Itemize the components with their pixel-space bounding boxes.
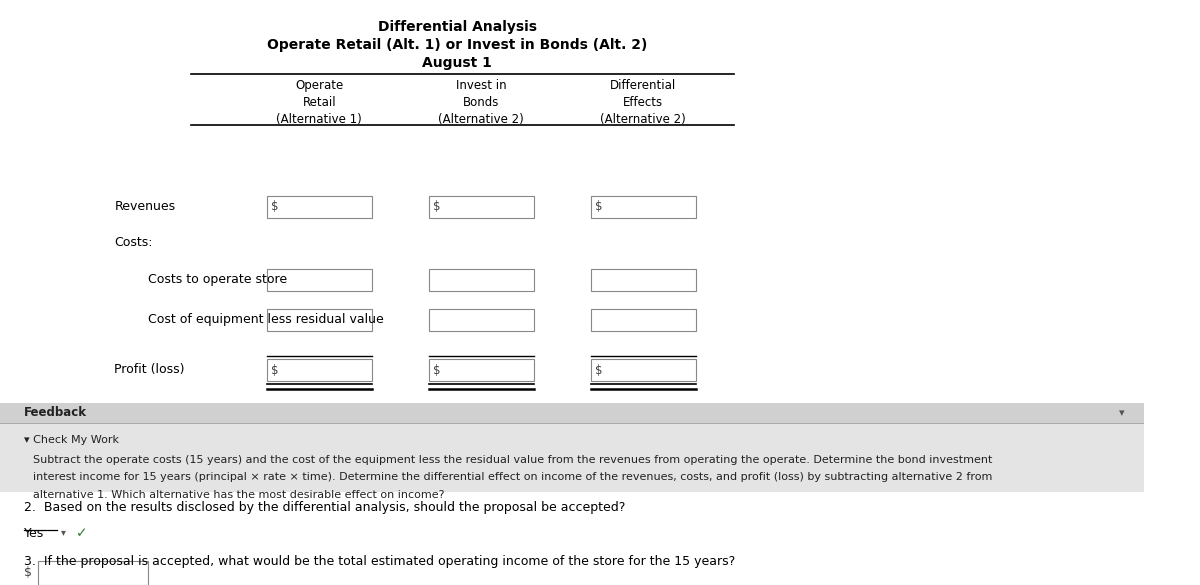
Text: August 1: August 1 [422,56,492,70]
Text: Costs:: Costs: [114,236,152,249]
Text: Operate
Retail
(Alternative 1): Operate Retail (Alternative 1) [276,79,362,126]
Text: $: $ [24,566,32,580]
Text: $: $ [595,201,602,214]
Text: interest income for 15 years (principal × rate × time). Determine the differenti: interest income for 15 years (principal … [34,473,992,483]
Text: Operate Retail (Alt. 1) or Invest in Bonds (Alt. 2): Operate Retail (Alt. 1) or Invest in Bon… [268,38,648,52]
Bar [590,269,696,291]
Bar [428,359,534,381]
Bar [428,269,534,291]
Text: Invest in
Bonds
(Alternative 2): Invest in Bonds (Alternative 2) [438,79,524,126]
Text: Feedback: Feedback [24,407,86,419]
Text: $: $ [271,201,278,214]
Text: $: $ [433,363,440,377]
Text: ✓: ✓ [77,526,88,540]
Bar [266,359,372,381]
Bar [590,196,696,218]
Text: Yes: Yes [24,527,44,540]
Text: alternative 1. Which alternative has the most desirable effect on income?: alternative 1. Which alternative has the… [34,490,445,500]
Text: Costs to operate store: Costs to operate store [148,274,287,287]
Text: 2.  Based on the results disclosed by the differential analysis, should the prop: 2. Based on the results disclosed by the… [24,501,625,514]
Text: $: $ [433,201,440,214]
Bar [266,309,372,331]
Text: ▾: ▾ [1118,408,1124,418]
Text: Subtract the operate costs (15 years) and the cost of the equipment less the res: Subtract the operate costs (15 years) an… [34,455,992,465]
Bar [590,359,696,381]
Text: $: $ [271,363,278,377]
Bar [590,309,696,331]
Text: ▾: ▾ [61,527,66,537]
Bar [428,309,534,331]
Text: Profit (loss): Profit (loss) [114,363,185,377]
Text: Cost of equipment less residual value: Cost of equipment less residual value [148,314,384,326]
Text: ▾ Check My Work: ▾ Check My Work [24,435,119,445]
Text: Differential Analysis: Differential Analysis [378,20,536,34]
Bar [266,196,372,218]
Text: $: $ [595,363,602,377]
Bar [0,403,1144,423]
Bar [428,196,534,218]
Text: 3.  If the proposal is accepted, what would be the total estimated operating inc: 3. If the proposal is accepted, what wou… [24,555,736,568]
Bar [38,561,148,585]
Text: Revenues: Revenues [114,201,175,214]
Bar [266,269,372,291]
Bar [0,403,1144,492]
Text: Differential
Effects
(Alternative 2): Differential Effects (Alternative 2) [600,79,686,126]
